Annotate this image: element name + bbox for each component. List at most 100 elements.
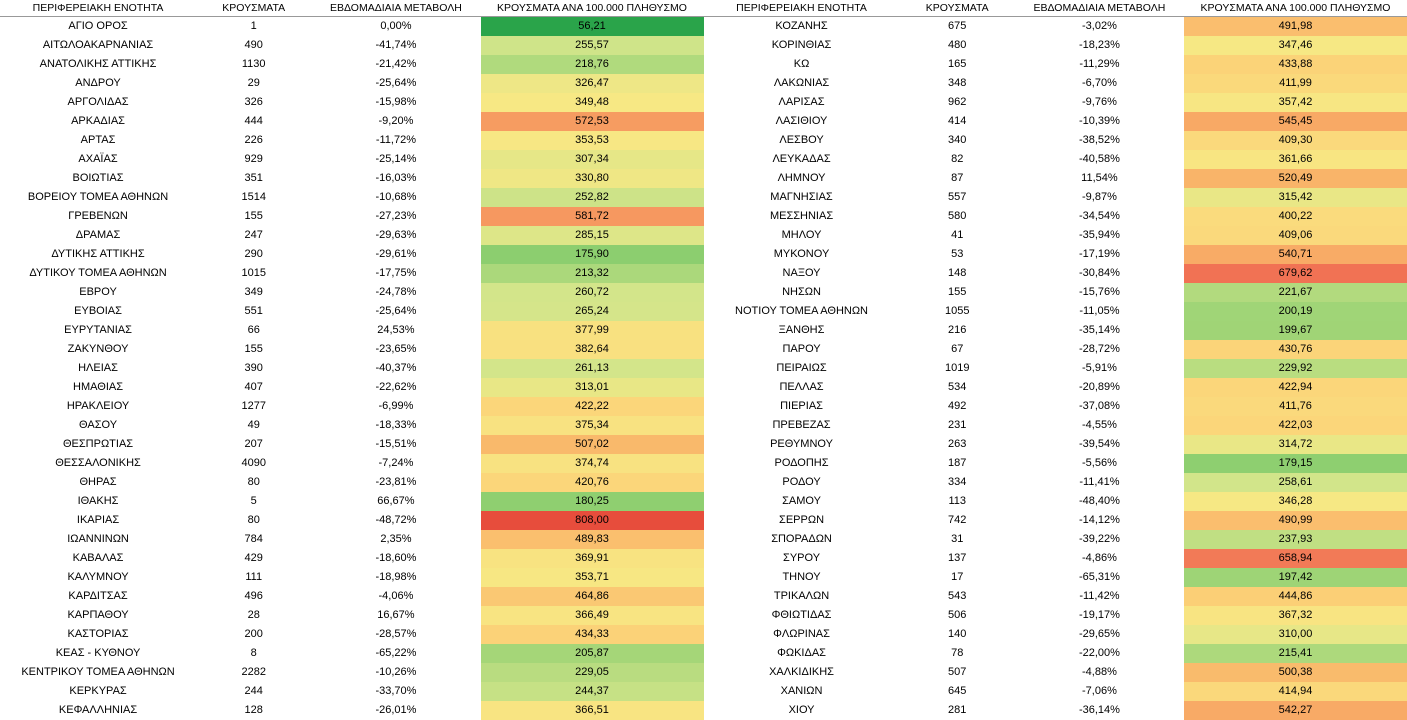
cell-rate: 326,47 <box>481 74 704 93</box>
cell-region: ΠΙΕΡΙΑΣ <box>704 397 900 416</box>
cell-cases: 580 <box>900 207 1015 226</box>
cell-rate: 265,24 <box>481 302 704 321</box>
cell-change: -17,19% <box>1015 245 1184 264</box>
cell-cases: 155 <box>196 207 311 226</box>
cell-cases: 543 <box>900 587 1015 606</box>
header-region: ΠΕΡΙΦΕΡΕΙΑΚΗ ΕΝΟΤΗΤΑ <box>0 0 196 17</box>
cell-cases: 111 <box>196 568 311 587</box>
cell-rate: 545,45 <box>1184 112 1407 131</box>
cell-region: ΒΟΙΩΤΙΑΣ <box>0 169 196 188</box>
cell-rate: 433,88 <box>1184 55 1407 74</box>
cell-cases: 675 <box>900 17 1015 37</box>
cell-cases: 49 <box>196 416 311 435</box>
cell-region: ΠΑΡΟΥ <box>704 340 900 359</box>
cell-cases: 80 <box>196 511 311 530</box>
table-row: ΘΕΣΠΡΩΤΙΑΣ207-15,51%507,02 <box>0 435 704 454</box>
cell-change: -22,00% <box>1015 644 1184 663</box>
cell-change: -5,91% <box>1015 359 1184 378</box>
header-row: ΠΕΡΙΦΕΡΕΙΑΚΗ ΕΝΟΤΗΤΑ ΚΡΟΥΣΜΑΤΑ ΕΒΔΟΜΑΔΙΑ… <box>0 0 704 17</box>
cell-change: -14,12% <box>1015 511 1184 530</box>
table-row: ΚΑΡΔΙΤΣΑΣ496-4,06%464,86 <box>0 587 704 606</box>
cell-region: ΙΚΑΡΙΑΣ <box>0 511 196 530</box>
cell-region: ΗΡΑΚΛΕΙΟΥ <box>0 397 196 416</box>
cell-change: -9,76% <box>1015 93 1184 112</box>
cell-region: ΑΡΤΑΣ <box>0 131 196 150</box>
header-change: ΕΒΔΟΜΑΔΙΑΙΑ ΜΕΤΑΒΟΛΗ <box>1015 0 1184 17</box>
cell-change: -27,23% <box>311 207 480 226</box>
cell-region: ΡΟΔΟΠΗΣ <box>704 454 900 473</box>
cell-rate: 572,53 <box>481 112 704 131</box>
cell-cases: 5 <box>196 492 311 511</box>
cell-region: ΗΜΑΘΙΑΣ <box>0 378 196 397</box>
cell-cases: 31 <box>900 530 1015 549</box>
cell-cases: 534 <box>900 378 1015 397</box>
cell-rate: 420,76 <box>481 473 704 492</box>
cell-region: ΞΑΝΘΗΣ <box>704 321 900 340</box>
cell-change: -11,42% <box>1015 587 1184 606</box>
cell-rate: 444,86 <box>1184 587 1407 606</box>
tables-container: ΠΕΡΙΦΕΡΕΙΑΚΗ ΕΝΟΤΗΤΑ ΚΡΟΥΣΜΑΤΑ ΕΒΔΟΜΑΔΙΑ… <box>0 0 1407 720</box>
cell-rate: 310,00 <box>1184 625 1407 644</box>
cell-change: -24,78% <box>311 283 480 302</box>
table-row: ΧΑΛΚΙΔΙΚΗΣ507-4,88%500,38 <box>704 663 1407 682</box>
table-row: ΘΗΡΑΣ80-23,81%420,76 <box>0 473 704 492</box>
table-row: ΤΗΝΟΥ17-65,31%197,42 <box>704 568 1407 587</box>
table-row: ΚΑΡΠΑΘΟΥ2816,67%366,49 <box>0 606 704 625</box>
table-row: ΛΑΡΙΣΑΣ962-9,76%357,42 <box>704 93 1407 112</box>
cell-change: -11,05% <box>1015 302 1184 321</box>
cell-rate: 490,99 <box>1184 511 1407 530</box>
table-row: ΣΑΜΟΥ113-48,40%346,28 <box>704 492 1407 511</box>
table-row: ΛΑΚΩΝΙΑΣ348-6,70%411,99 <box>704 74 1407 93</box>
cell-change: -20,89% <box>1015 378 1184 397</box>
cell-region: ΕΥΡΥΤΑΝΙΑΣ <box>0 321 196 340</box>
cell-rate: 215,41 <box>1184 644 1407 663</box>
cell-region: ΚΕΑΣ - ΚΥΘΝΟΥ <box>0 644 196 663</box>
cell-change: 66,67% <box>311 492 480 511</box>
cell-region: ΚΟΖΑΝΗΣ <box>704 17 900 37</box>
cell-region: ΚΑΒΑΛΑΣ <box>0 549 196 568</box>
cell-change: -11,29% <box>1015 55 1184 74</box>
table-row: ΠΕΙΡΑΙΩΣ1019-5,91%229,92 <box>704 359 1407 378</box>
cell-cases: 187 <box>900 454 1015 473</box>
cell-change: -9,20% <box>311 112 480 131</box>
table-row: ΜΥΚΟΝΟΥ53-17,19%540,71 <box>704 245 1407 264</box>
cell-cases: 429 <box>196 549 311 568</box>
cell-rate: 581,72 <box>481 207 704 226</box>
cell-cases: 207 <box>196 435 311 454</box>
cell-region: ΔΥΤΙΚΟΥ ΤΟΜΕΑ ΑΘΗΝΩΝ <box>0 264 196 283</box>
table-row: ΝΑΞΟΥ148-30,84%679,62 <box>704 264 1407 283</box>
table-row: ΝΟΤΙΟΥ ΤΟΜΕΑ ΑΘΗΝΩΝ1055-11,05%200,19 <box>704 302 1407 321</box>
cell-change: -4,55% <box>1015 416 1184 435</box>
cell-change: -18,60% <box>311 549 480 568</box>
cell-region: ΧΙΟΥ <box>704 701 900 720</box>
cell-change: -35,94% <box>1015 226 1184 245</box>
cell-rate: 229,05 <box>481 663 704 682</box>
cell-cases: 231 <box>900 416 1015 435</box>
cell-region: ΛΑΚΩΝΙΑΣ <box>704 74 900 93</box>
header-row: ΠΕΡΙΦΕΡΕΙΑΚΗ ΕΝΟΤΗΤΑ ΚΡΟΥΣΜΑΤΑ ΕΒΔΟΜΑΔΙΑ… <box>704 0 1407 17</box>
cell-change: -15,76% <box>1015 283 1184 302</box>
header-rate: ΚΡΟΥΣΜΑΤΑ ΑΝΑ 100.000 ΠΛΗΘΥΣΜΟ <box>481 0 704 17</box>
cell-change: -25,14% <box>311 150 480 169</box>
table-row: ΚΕΑΣ - ΚΥΘΝΟΥ8-65,22%205,87 <box>0 644 704 663</box>
cell-rate: 366,51 <box>481 701 704 720</box>
cell-region: ΝΗΣΩΝ <box>704 283 900 302</box>
cell-cases: 28 <box>196 606 311 625</box>
cell-rate: 540,71 <box>1184 245 1407 264</box>
cell-cases: 492 <box>900 397 1015 416</box>
cell-change: 0,00% <box>311 17 480 37</box>
cell-region: ΝΑΞΟΥ <box>704 264 900 283</box>
cell-region: ΕΥΒΟΙΑΣ <box>0 302 196 321</box>
cell-change: -4,88% <box>1015 663 1184 682</box>
cell-rate: 658,94 <box>1184 549 1407 568</box>
table-row: ΑΝΔΡΟΥ29-25,64%326,47 <box>0 74 704 93</box>
cell-change: -41,74% <box>311 36 480 55</box>
cell-region: ΣΑΜΟΥ <box>704 492 900 511</box>
cell-rate: 361,66 <box>1184 150 1407 169</box>
cell-region: ΝΟΤΙΟΥ ΤΟΜΕΑ ΑΘΗΝΩΝ <box>704 302 900 321</box>
cell-region: ΤΗΝΟΥ <box>704 568 900 587</box>
cell-change: -35,14% <box>1015 321 1184 340</box>
cell-change: -65,22% <box>311 644 480 663</box>
cell-change: -28,57% <box>311 625 480 644</box>
cell-change: -37,08% <box>1015 397 1184 416</box>
